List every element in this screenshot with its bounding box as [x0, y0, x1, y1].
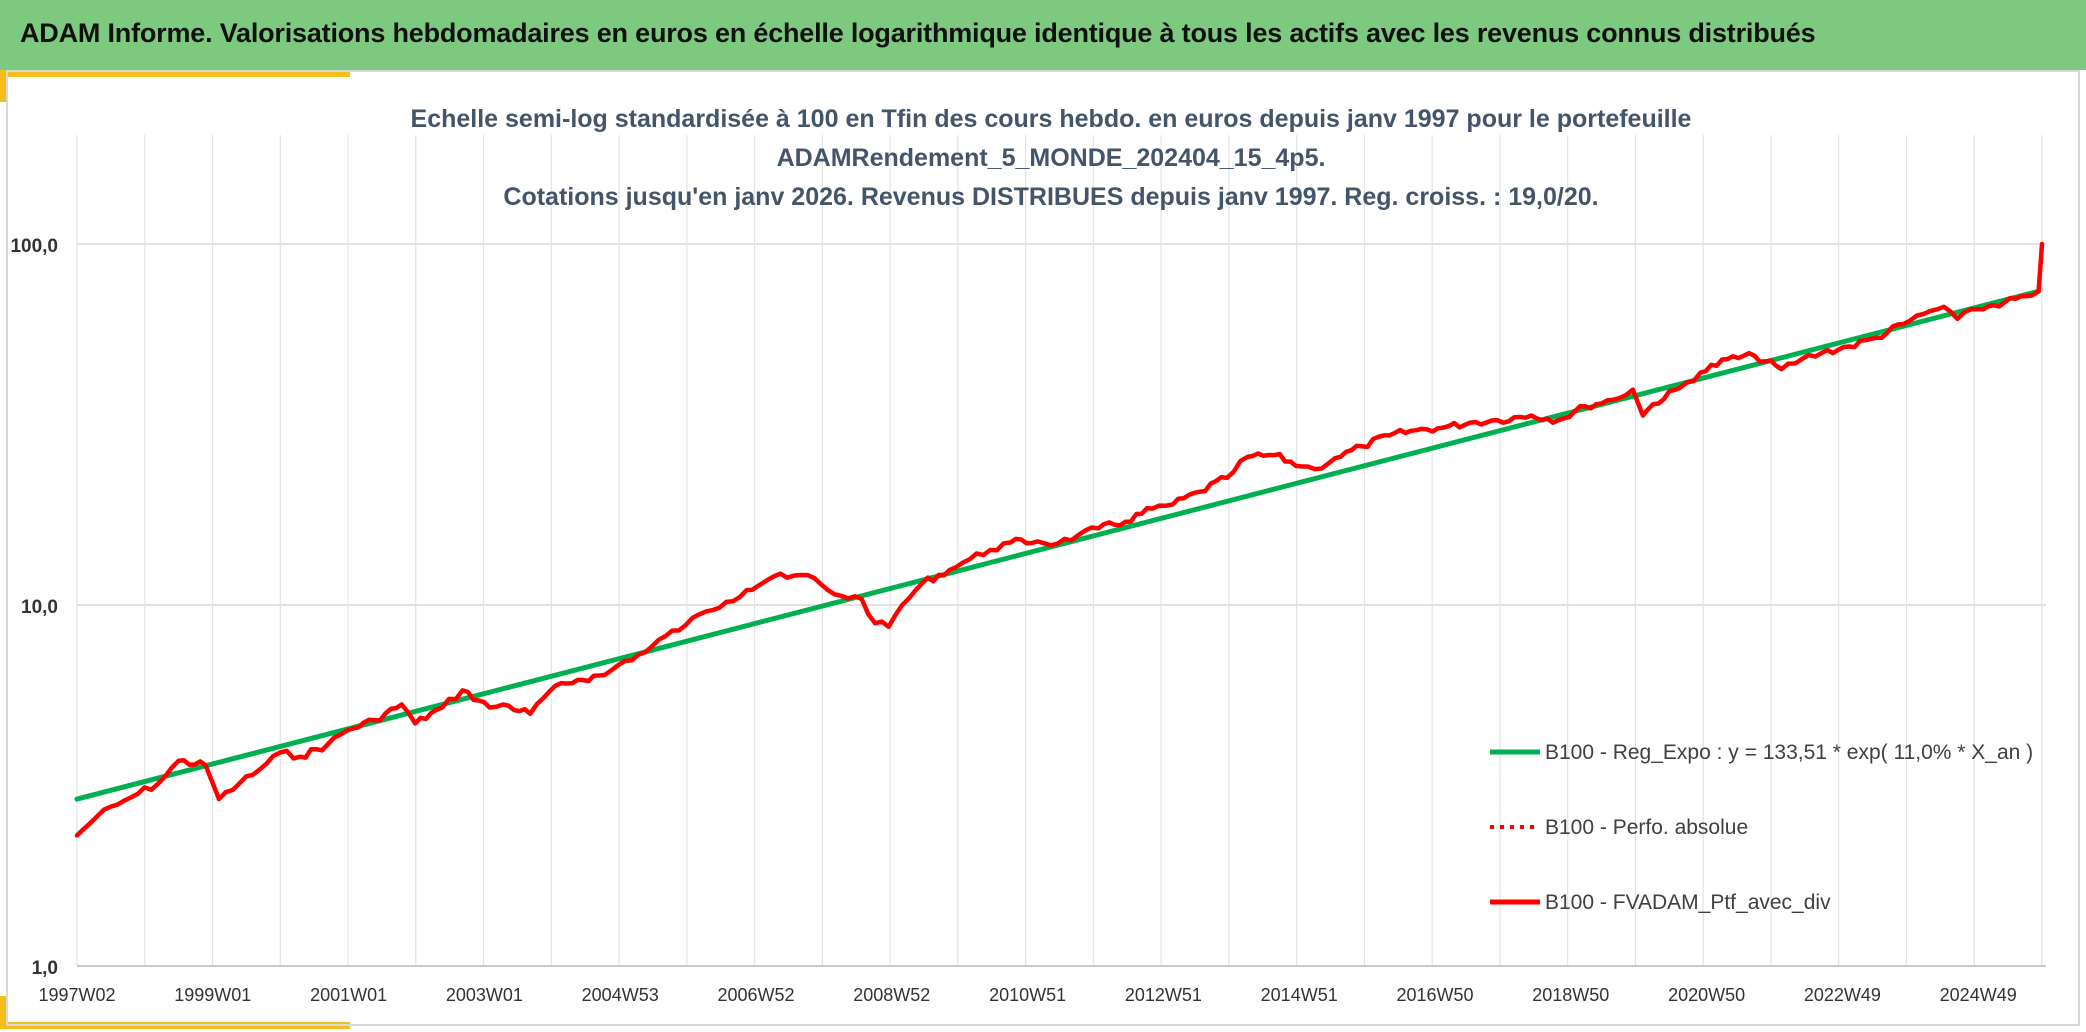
x-tick-label: 2010W51 — [989, 985, 1066, 1005]
accent-bar-left-top — [0, 70, 7, 102]
x-tick-label: 2008W52 — [853, 985, 930, 1005]
y-tick-label: 1,0 — [32, 958, 58, 979]
legend-label-perfo: B100 - Perfo. absolue — [1545, 816, 1748, 839]
x-tick-label: 2016W50 — [1396, 985, 1473, 1005]
x-tick-label: 2012W51 — [1125, 985, 1202, 1005]
legend-label-regression: B100 - Reg_Expo : y = 133,51 * exp( 11,0… — [1545, 741, 2033, 764]
report-header: ADAM Informe. Valorisations hebdomadaire… — [0, 0, 2086, 70]
y-axis: 100,0 10,0 1,0 — [10, 236, 58, 979]
legend: B100 - Reg_Expo : y = 133,51 * exp( 11,0… — [1490, 741, 2033, 914]
accent-bar-left-bottom — [0, 996, 7, 1028]
chart-title-line-3: Cotations jusqu'en janv 2026. Revenus DI… — [503, 183, 1598, 211]
x-tick-label: 1997W02 — [38, 985, 115, 1005]
chart-title-line-2: ADAMRendement_5_MONDE_202404_15_4p5. — [777, 144, 1326, 172]
x-tick-label: 2020W50 — [1668, 985, 1745, 1005]
x-tick-label: 2006W52 — [717, 985, 794, 1005]
x-tick-label: 2001W01 — [310, 985, 387, 1005]
legend-label-portfolio: B100 - FVADAM_Ptf_avec_div — [1545, 891, 1831, 914]
x-tick-label: 2004W53 — [582, 985, 659, 1005]
y-tick-label: 10,0 — [21, 597, 58, 618]
grid — [76, 135, 2046, 967]
x-tick-label: 2024W49 — [1940, 985, 2017, 1005]
chart-frame — [6, 70, 2080, 1026]
x-tick-label: 2022W49 — [1804, 985, 1881, 1005]
x-tick-label: 2018W50 — [1532, 985, 1609, 1005]
accent-bar-top — [0, 70, 350, 77]
x-tick-label: 2014W51 — [1261, 985, 1338, 1005]
x-axis: 1997W02 1999W01 2001W01 2003W01 2004W53 2006W… — [38, 985, 2016, 1005]
y-tick-label: 100,0 — [10, 236, 58, 257]
x-tick-label: 1999W01 — [174, 985, 251, 1005]
portfolio-line — [74, 241, 2045, 838]
series-layer — [74, 241, 2045, 838]
x-tick-label: 2003W01 — [446, 985, 523, 1005]
report-title: ADAM Informe. Valorisations hebdomadaire… — [20, 18, 1816, 48]
chart-title-line-1: Echelle semi-log standardisée à 100 en T… — [411, 105, 1692, 133]
